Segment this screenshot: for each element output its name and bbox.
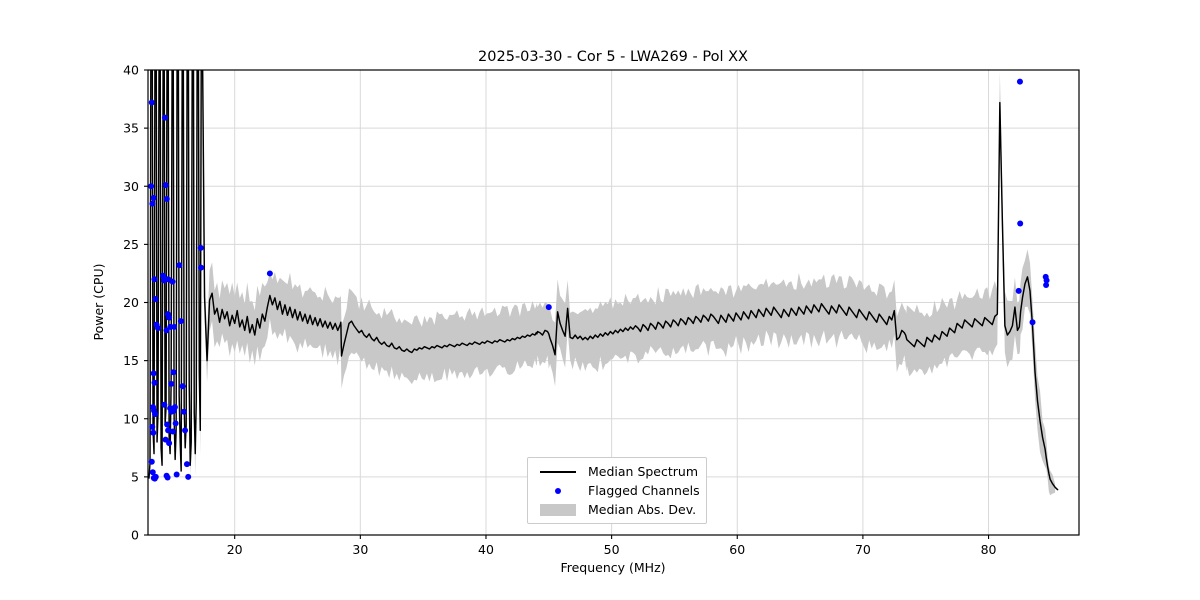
line-swatch-icon bbox=[535, 470, 581, 473]
legend-item-median-abs-dev: Median Abs. Dev. bbox=[535, 500, 699, 519]
svg-text:10: 10 bbox=[123, 411, 139, 426]
legend: Median Spectrum Flagged Channels Median … bbox=[527, 457, 707, 524]
svg-text:80: 80 bbox=[981, 542, 997, 557]
svg-text:35: 35 bbox=[123, 121, 139, 136]
patch-swatch-icon bbox=[535, 503, 581, 516]
y-axis-label: Power (CPU) bbox=[91, 264, 106, 341]
svg-text:25: 25 bbox=[123, 237, 139, 252]
svg-text:20: 20 bbox=[123, 295, 139, 310]
svg-text:30: 30 bbox=[123, 179, 139, 194]
legend-label-flagged-channels: Flagged Channels bbox=[588, 483, 700, 498]
x-axis-ticks bbox=[234, 535, 990, 539]
svg-text:30: 30 bbox=[352, 542, 368, 557]
y-axis-ticks bbox=[144, 69, 148, 536]
legend-label-median-spectrum: Median Spectrum bbox=[588, 464, 699, 479]
x-axis-tick-labels: 20 30 40 50 60 70 80 bbox=[227, 542, 997, 557]
svg-text:60: 60 bbox=[729, 542, 745, 557]
median-spectrum-line bbox=[148, 70, 1059, 491]
plot-title: 2025-03-30 - Cor 5 - LWA269 - Pol XX bbox=[478, 49, 748, 65]
svg-text:5: 5 bbox=[131, 469, 139, 484]
flagged-channel-markers bbox=[148, 78, 1050, 482]
legend-item-median-spectrum: Median Spectrum bbox=[535, 462, 699, 481]
dot-swatch-icon bbox=[535, 487, 581, 494]
svg-text:40: 40 bbox=[123, 63, 139, 78]
svg-text:15: 15 bbox=[123, 353, 139, 368]
svg-text:0: 0 bbox=[131, 528, 139, 543]
svg-text:50: 50 bbox=[604, 542, 620, 557]
svg-text:70: 70 bbox=[855, 542, 871, 557]
svg-text:40: 40 bbox=[478, 542, 494, 557]
y-axis-tick-labels: 0 5 10 15 20 25 30 35 40 bbox=[123, 63, 139, 543]
legend-item-flagged-channels: Flagged Channels bbox=[535, 481, 700, 500]
svg-text:20: 20 bbox=[227, 542, 243, 557]
legend-label-median-abs-dev: Median Abs. Dev. bbox=[588, 502, 697, 517]
x-axis-label: Frequency (MHz) bbox=[560, 560, 665, 575]
